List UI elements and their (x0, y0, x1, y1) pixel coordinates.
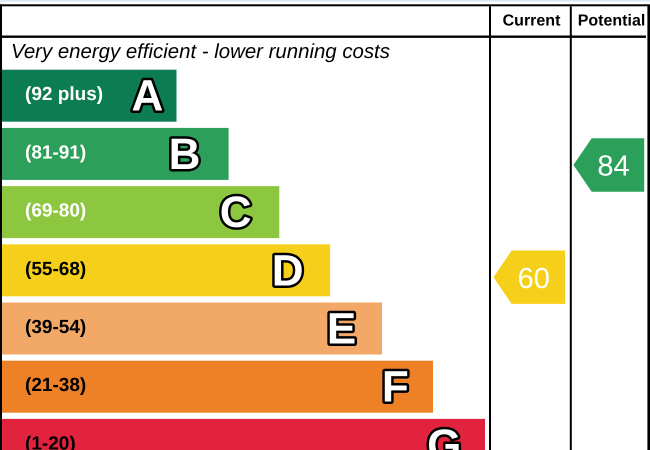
svg-text:84: 84 (597, 150, 629, 182)
svg-text:(69-80): (69-80) (25, 201, 86, 222)
svg-text:E: E (327, 305, 356, 354)
svg-text:Current: Current (503, 13, 561, 30)
svg-text:(21-38): (21-38) (25, 375, 86, 396)
svg-text:Very energy efficient - lower: Very energy efficient - lower running co… (11, 41, 390, 63)
svg-text:C: C (220, 188, 252, 237)
svg-text:Potential: Potential (578, 13, 646, 30)
svg-text:(81-91): (81-91) (25, 142, 86, 163)
svg-text:F: F (382, 363, 409, 412)
svg-text:60: 60 (518, 263, 550, 295)
svg-text:(55-68): (55-68) (25, 259, 86, 280)
svg-text:B: B (169, 130, 201, 179)
svg-text:(1-20): (1-20) (25, 433, 76, 450)
svg-text:(39-54): (39-54) (25, 317, 86, 338)
svg-text:D: D (272, 246, 304, 295)
svg-text:G: G (427, 421, 461, 450)
svg-text:A: A (132, 72, 164, 121)
svg-text:(92 plus): (92 plus) (25, 84, 103, 105)
